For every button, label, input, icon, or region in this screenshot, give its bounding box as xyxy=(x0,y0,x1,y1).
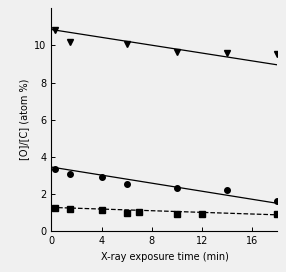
X-axis label: X-ray exposure time (min): X-ray exposure time (min) xyxy=(100,252,229,262)
Y-axis label: [O]/[C] (atom %): [O]/[C] (atom %) xyxy=(19,79,29,160)
